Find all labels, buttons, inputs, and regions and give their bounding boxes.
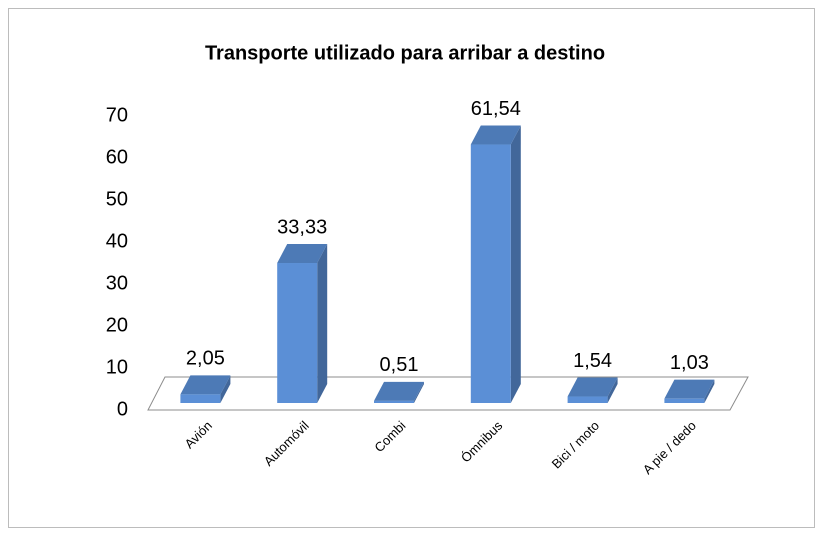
y-tick-label: 20	[106, 314, 128, 336]
bar-side	[414, 381, 424, 403]
data-label: 1,03	[670, 352, 709, 374]
bar	[664, 379, 715, 403]
bar-side	[510, 125, 521, 404]
y-tick-label: 60	[106, 146, 128, 168]
bar-top	[470, 125, 521, 145]
bar-front	[567, 396, 608, 403]
chart-title: Transporte utilizado para arribar a dest…	[205, 42, 605, 64]
bar	[374, 381, 424, 403]
bar-top	[664, 379, 715, 399]
bar-front	[664, 398, 705, 403]
y-tick-label: 0	[117, 398, 128, 420]
data-label: 1,54	[573, 350, 612, 372]
bar-side	[704, 379, 715, 403]
data-label: 2,05	[186, 348, 225, 370]
y-tick-label: 50	[106, 188, 128, 210]
chart-frame	[8, 8, 815, 528]
data-label: 61,54	[471, 98, 521, 120]
bar	[277, 244, 328, 403]
data-label: 0,51	[380, 354, 419, 376]
bar-top	[567, 377, 618, 397]
bar-top	[277, 244, 328, 264]
bar-top	[374, 381, 424, 401]
y-tick-label: 40	[106, 230, 128, 252]
bar-front	[374, 400, 414, 403]
bar	[567, 377, 618, 403]
y-tick-label: 70	[106, 104, 128, 126]
bar	[470, 125, 521, 404]
y-tick-label: 10	[106, 356, 128, 378]
floor	[147, 376, 749, 411]
bar	[180, 375, 231, 403]
bar-front	[180, 394, 221, 403]
y-tick-label: 30	[106, 272, 128, 294]
bar-front	[277, 263, 318, 403]
bar-front	[470, 144, 511, 404]
bar-top	[180, 375, 231, 395]
bar-side	[220, 375, 231, 403]
bar-side	[317, 244, 328, 403]
bar-side	[607, 377, 618, 403]
data-label: 33,33	[277, 216, 327, 238]
